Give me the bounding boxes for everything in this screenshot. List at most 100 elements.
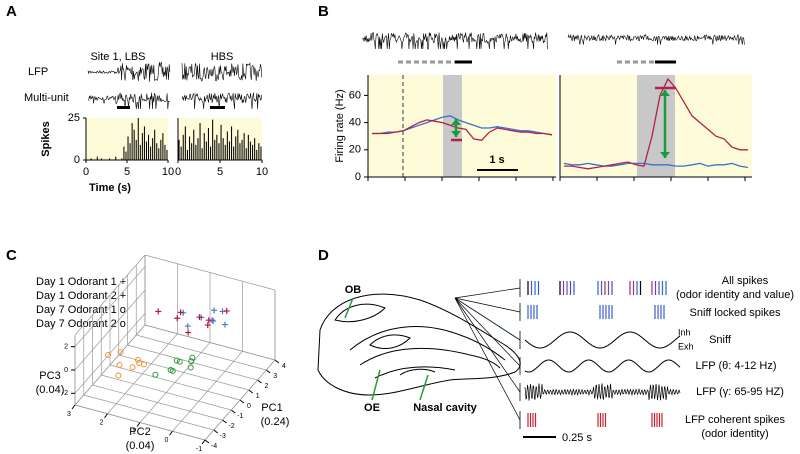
- link-line: [454, 287, 521, 299]
- bar: [178, 139, 180, 160]
- bar: [158, 148, 160, 160]
- bar: [100, 158, 102, 160]
- label: 40: [349, 117, 361, 129]
- bar: [197, 138, 199, 160]
- plot-bg: [86, 118, 168, 160]
- point: [177, 309, 184, 316]
- y-tick: [169, 430, 173, 436]
- grid-line: [74, 289, 146, 371]
- label: 2: [265, 383, 269, 390]
- trace: [361, 31, 548, 50]
- bar: [121, 158, 123, 160]
- point: [187, 364, 194, 371]
- label: PC2: [129, 426, 150, 438]
- point: [173, 357, 180, 364]
- trace: [524, 331, 681, 349]
- arrow-head: [660, 90, 670, 96]
- label: PC1: [261, 402, 282, 414]
- bar: [131, 123, 133, 160]
- label: Multi-unit: [24, 92, 69, 104]
- trace: [181, 92, 263, 110]
- label: D: [318, 247, 329, 264]
- point: [174, 315, 181, 322]
- label: Day 1 Odorant 2 +: [36, 290, 126, 302]
- label: Nasal cavity: [413, 402, 477, 414]
- bar: [166, 149, 168, 160]
- bar: [180, 146, 182, 160]
- point: [167, 367, 174, 373]
- bar: [150, 146, 152, 160]
- label: LFP (θ: 4-12 Hz): [695, 360, 776, 372]
- bar: [148, 134, 150, 160]
- point: [115, 372, 122, 379]
- point: [185, 329, 192, 336]
- bar: [224, 144, 226, 160]
- label: -2: [62, 390, 68, 397]
- label: Site 1, LBS: [90, 51, 145, 63]
- label: C: [6, 247, 17, 264]
- label: -1: [237, 413, 243, 420]
- bar: [260, 146, 262, 160]
- bar: [222, 138, 224, 160]
- bar: [210, 146, 212, 160]
- bar: [199, 123, 201, 160]
- label: OE: [364, 402, 380, 414]
- bar: [123, 146, 125, 160]
- x-tick: [239, 399, 245, 404]
- stim-bar: [455, 60, 472, 64]
- bar: [129, 143, 131, 160]
- link-line: [454, 297, 521, 341]
- link-line: [454, 297, 521, 421]
- stim-band: [637, 75, 675, 177]
- label: 0: [247, 403, 251, 410]
- x-tick: [204, 439, 210, 444]
- label: OB: [345, 284, 362, 296]
- label: 0: [64, 367, 68, 374]
- label: 0: [355, 171, 361, 183]
- label: 10: [256, 166, 268, 178]
- bar: [193, 129, 195, 160]
- y-tick: [136, 422, 141, 427]
- x-tick: [222, 419, 227, 424]
- label: 3: [273, 373, 277, 380]
- label: 10: [162, 166, 174, 178]
- label: LFP coherent spikes: [685, 414, 786, 426]
- point: [105, 352, 111, 358]
- bar: [96, 156, 98, 160]
- label: 0: [175, 166, 181, 178]
- label: -2: [228, 423, 234, 430]
- bar: [154, 129, 156, 160]
- grid-line: [139, 342, 211, 423]
- point: [152, 371, 159, 378]
- label: LFP (γ: 65-95 HZ): [696, 386, 784, 398]
- bar: [133, 129, 135, 160]
- bar: [162, 133, 164, 160]
- point: [136, 360, 143, 366]
- label: Spikes: [40, 121, 52, 156]
- point: [223, 307, 230, 314]
- label: Firing rate (Hz): [334, 89, 346, 162]
- label: 1 s: [489, 154, 504, 166]
- label: Sniff locked spikes: [690, 307, 781, 319]
- bar: [218, 143, 220, 160]
- point: [188, 358, 195, 365]
- y-tick: [104, 413, 108, 419]
- series-line: [564, 77, 748, 170]
- bar: [207, 128, 209, 160]
- label: 3: [67, 411, 71, 418]
- bar: [254, 138, 256, 160]
- bar: [201, 148, 203, 160]
- label: Time (s): [89, 182, 131, 194]
- label: 1: [132, 428, 136, 435]
- arrow-head: [451, 119, 461, 125]
- bar: [239, 143, 241, 160]
- bar: [115, 156, 117, 160]
- point: [135, 356, 141, 363]
- bar: [127, 136, 129, 160]
- bar: [216, 134, 218, 160]
- bar: [152, 138, 154, 160]
- label: All spikes: [722, 275, 769, 287]
- trace: [567, 33, 745, 45]
- point: [196, 314, 203, 321]
- trace: [87, 92, 171, 110]
